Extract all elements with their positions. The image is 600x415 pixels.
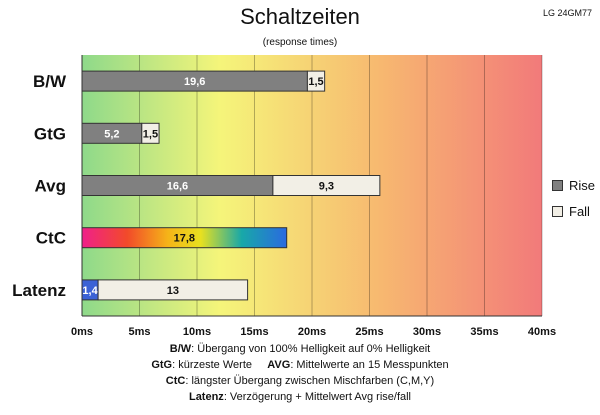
bars-group: 19,6 1,5 5,2 1,5 16,6 9,3 17,8 1,4 13 [81,70,381,301]
category-label: CtC [36,229,66,248]
bar-ctc [81,227,288,249]
bar-fall-label: 9,3 [319,181,334,193]
footnote-key: AVG [267,359,291,371]
bar-fall-label: 1,5 [308,76,323,88]
x-tick-label: 20ms [298,326,326,338]
bar-rise-label: 5,2 [104,128,119,140]
x-tick-label: 5ms [128,326,150,338]
x-tick-label: 35ms [470,326,498,338]
legend-label-rise: Rise [569,178,596,193]
footnote-latenz: Latenz: Verzögerung + Mittelwert Avg ris… [0,389,600,405]
footnote-key: Latenz [188,391,224,403]
bar-rise-label: 19,6 [184,76,205,88]
x-tick-labels: 0ms 5ms 10ms 15ms 20ms 25ms 30ms 35ms 40ms [71,326,556,338]
category-label: B/W [33,72,67,91]
chart-subtitle: (response times) [262,37,338,48]
bar-fall-label: 1,5 [143,128,158,140]
bar-latenz-segment-label: 1,4 [82,285,98,297]
legend-swatch-fall [552,206,563,217]
footnotes: B/W: Übergang von 100% Helligkeit auf 0%… [0,341,600,405]
category-label: Avg [35,177,67,196]
x-tick-label: 10ms [183,326,211,338]
x-tick-label: 15ms [240,326,268,338]
footnote-key: CtC [165,375,186,387]
x-tick-label: 40ms [528,326,556,338]
x-tick-label: 30ms [413,326,441,338]
footnote-bw: B/W: Übergang von 100% Helligkeit auf 0%… [0,341,600,357]
bar-latenz-segment-label: 13 [167,285,179,297]
footnote-key: B/W [169,343,192,355]
x-tick-label: 0ms [71,326,93,338]
legend-item-fall: Fall [552,204,595,219]
footnote-text: : längster Übergang zwischen Mischfarben… [185,375,435,387]
chart-title: Schaltzeiten [240,4,360,29]
bar-rise-label: 16,6 [167,181,188,193]
x-tick-label: 25ms [355,326,383,338]
bar-fall [141,122,160,144]
bar-fall [306,70,326,92]
footnote-text: : Übergang von 100% Helligkeit auf 0% He… [191,343,431,355]
footnote-key: GtG [151,359,173,371]
monitor-model-label: LG 24GM77 [542,8,592,18]
response-time-chart: 19,6 1,5 5,2 1,5 16,6 9,3 17,8 1,4 13 B/W GtG Avg C… [12,55,556,338]
footnote-text: : Verzögerung + Mittelwert Avg rise/fall [223,391,412,403]
footnote-gtg-avg: GtG: kürzeste Werte AVG: Mittelwerte an … [0,357,600,373]
footnote-ctc: CtC: längster Übergang zwischen Mischfar… [0,373,600,389]
category-label: GtG [34,124,66,143]
bar-ctc-label: 17,8 [174,233,195,245]
legend: Rise Fall [552,178,595,219]
category-labels: B/W GtG Avg CtC Latenz [12,72,67,300]
footnote-text: : Mittelwerte an 15 Messpunkten [290,359,449,371]
legend-item-rise: Rise [552,178,595,193]
footnote-text: : kürzeste Werte [172,359,252,371]
legend-label-fall: Fall [569,204,590,219]
bar-fall [272,175,381,196]
category-label: Latenz [12,281,66,300]
legend-swatch-rise [552,180,563,191]
bar-latenz-segment [97,279,249,301]
